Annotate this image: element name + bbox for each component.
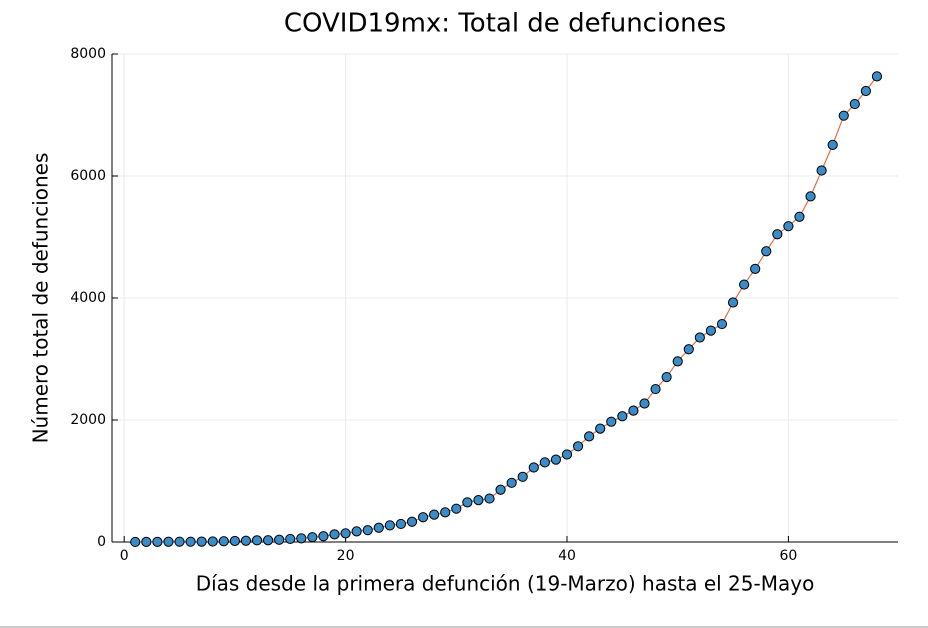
x-tick-label: 0 (120, 548, 129, 564)
data-point (229, 535, 240, 547)
data-point (584, 431, 595, 442)
data-point (761, 246, 772, 257)
data-point (218, 536, 229, 547)
data-point (816, 165, 827, 176)
data-point (373, 522, 384, 533)
data-point (285, 533, 296, 545)
x-axis-label: Días desde la primera defunción (19-Marz… (196, 572, 815, 596)
chart-title: COVID19mx: Total de defunciones (284, 9, 726, 39)
y-tick-label: 6000 (70, 168, 106, 184)
data-point (362, 525, 373, 536)
data-point (716, 318, 728, 330)
data-point (772, 229, 783, 240)
data-point (240, 535, 252, 546)
data-point (849, 98, 860, 110)
data-point (506, 477, 517, 488)
data-point (451, 503, 462, 514)
data-point (561, 449, 573, 460)
data-point (141, 536, 152, 547)
data-point (705, 325, 717, 336)
data-point (661, 371, 672, 383)
data-line (135, 76, 878, 543)
data-point (274, 534, 285, 545)
data-point (539, 457, 550, 468)
data-point (528, 462, 539, 473)
y-tick-label: 2000 (70, 412, 106, 428)
data-point (805, 191, 816, 202)
data-point (207, 536, 218, 547)
data-point (550, 454, 562, 465)
data-point (783, 221, 794, 232)
data-point (572, 441, 584, 452)
data-point (827, 139, 838, 150)
data-point (185, 536, 196, 547)
y-tick-label: 0 (97, 534, 106, 550)
data-point (296, 533, 307, 544)
data-point (307, 532, 318, 543)
data-point (406, 516, 418, 527)
data-point (606, 416, 617, 427)
y-tick-label: 4000 (70, 290, 106, 306)
data-point (318, 531, 329, 542)
data-point (262, 535, 274, 546)
data-point (130, 536, 141, 548)
data-point (163, 536, 174, 547)
data-point (871, 71, 883, 82)
data-point (484, 493, 495, 504)
data-point (860, 85, 871, 97)
data-point (329, 529, 340, 540)
data-point (340, 528, 351, 539)
data-point (351, 526, 362, 537)
x-tick-label: 40 (558, 548, 576, 564)
data-point (417, 512, 429, 523)
data-point (694, 332, 705, 343)
data-point (196, 536, 207, 547)
data-point (251, 535, 263, 546)
y-axis-label: Número total de defunciones (29, 153, 53, 444)
data-point (672, 356, 683, 367)
data-point (440, 507, 451, 518)
data-point (650, 383, 661, 395)
data-point (838, 110, 849, 121)
data-point (517, 471, 528, 482)
data-point (384, 520, 395, 531)
data-point (395, 518, 407, 530)
data-point (473, 495, 484, 506)
x-tick-label: 20 (337, 548, 355, 564)
data-point (794, 211, 805, 222)
data-point (683, 344, 694, 355)
data-point (429, 509, 440, 520)
data-point (595, 423, 606, 434)
data-point (628, 405, 639, 416)
y-tick-label: 8000 (70, 46, 106, 62)
x-tick-label: 60 (779, 548, 797, 564)
data-point (750, 263, 761, 275)
data-point (639, 398, 650, 409)
data-point (462, 497, 473, 508)
data-point (152, 536, 163, 547)
data-point (739, 279, 750, 290)
data-point (495, 484, 506, 495)
data-point (174, 536, 185, 547)
data-point (617, 411, 628, 422)
data-point (727, 297, 739, 308)
